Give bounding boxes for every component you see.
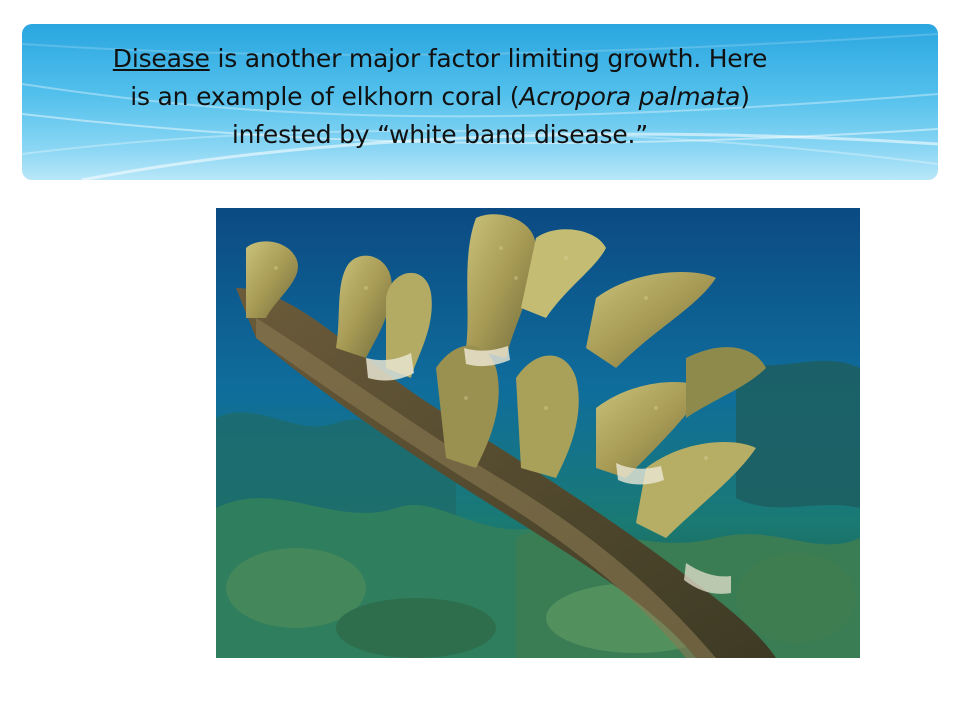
title-line-2-start: is an example of elkhorn coral ( — [130, 82, 520, 111]
coral-photo-illustration — [216, 208, 860, 658]
title-line-1: Disease is another major factor limiting… — [0, 40, 880, 78]
slide-title: Disease is another major factor limiting… — [0, 40, 880, 154]
title-banner — [22, 24, 938, 180]
coral-photo — [216, 208, 860, 658]
species-name: Acropora palmata — [519, 82, 741, 111]
title-line-1-rest: is another major factor limiting growth.… — [209, 44, 768, 73]
banner-wave-decoration — [22, 33, 938, 180]
title-line-3: infested by “white band disease.” — [231, 120, 649, 149]
title-line-2: is an example of elkhorn coral (Acropora… — [0, 78, 880, 116]
title-line-2-end: ) — [740, 82, 750, 111]
title-underlined-word: Disease — [112, 44, 210, 73]
